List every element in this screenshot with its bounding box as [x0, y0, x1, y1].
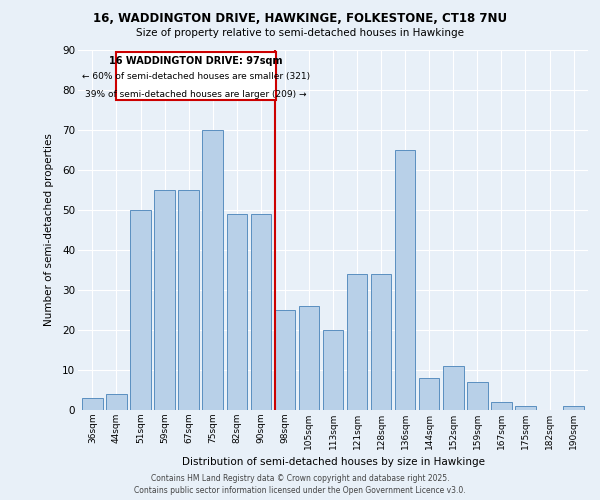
- Bar: [202, 130, 223, 410]
- Bar: [82, 398, 103, 410]
- Bar: [515, 406, 536, 410]
- Bar: [116, 52, 276, 100]
- Bar: [106, 394, 127, 410]
- Text: Contains HM Land Registry data © Crown copyright and database right 2025.
Contai: Contains HM Land Registry data © Crown c…: [134, 474, 466, 495]
- Bar: [467, 382, 488, 410]
- Bar: [491, 402, 512, 410]
- Text: Size of property relative to semi-detached houses in Hawkinge: Size of property relative to semi-detach…: [136, 28, 464, 38]
- Bar: [154, 190, 175, 410]
- Text: 16, WADDINGTON DRIVE, HAWKINGE, FOLKESTONE, CT18 7NU: 16, WADDINGTON DRIVE, HAWKINGE, FOLKESTO…: [93, 12, 507, 26]
- Bar: [443, 366, 464, 410]
- Bar: [323, 330, 343, 410]
- Bar: [130, 210, 151, 410]
- Bar: [178, 190, 199, 410]
- Text: 16 WADDINGTON DRIVE: 97sqm: 16 WADDINGTON DRIVE: 97sqm: [109, 56, 283, 66]
- Text: ← 60% of semi-detached houses are smaller (321): ← 60% of semi-detached houses are smalle…: [82, 72, 310, 81]
- Bar: [275, 310, 295, 410]
- Bar: [251, 214, 271, 410]
- Bar: [299, 306, 319, 410]
- Bar: [227, 214, 247, 410]
- Text: 39% of semi-detached houses are larger (209) →: 39% of semi-detached houses are larger (…: [85, 90, 307, 99]
- Bar: [563, 406, 584, 410]
- Bar: [395, 150, 415, 410]
- X-axis label: Distribution of semi-detached houses by size in Hawkinge: Distribution of semi-detached houses by …: [182, 458, 485, 468]
- Bar: [347, 274, 367, 410]
- Bar: [419, 378, 439, 410]
- Bar: [371, 274, 391, 410]
- Y-axis label: Number of semi-detached properties: Number of semi-detached properties: [44, 134, 54, 326]
